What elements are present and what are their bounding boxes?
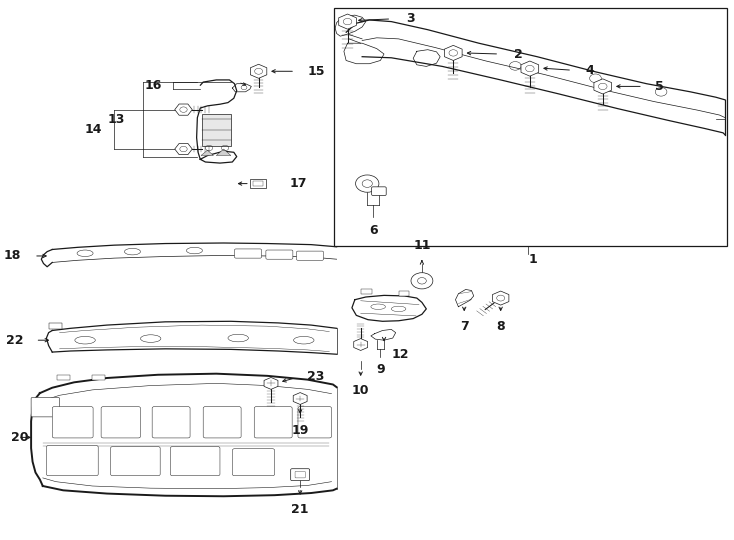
Text: 3: 3: [406, 12, 415, 25]
Bar: [335, 8, 727, 246]
Circle shape: [355, 175, 379, 192]
Polygon shape: [493, 291, 509, 305]
Text: 22: 22: [6, 334, 23, 347]
Polygon shape: [445, 45, 462, 60]
Text: 4: 4: [585, 64, 594, 77]
Text: 2: 2: [514, 48, 523, 60]
FancyBboxPatch shape: [291, 469, 310, 481]
Polygon shape: [293, 393, 307, 404]
FancyBboxPatch shape: [203, 407, 241, 438]
Polygon shape: [594, 79, 611, 94]
Text: 16: 16: [145, 79, 161, 92]
Bar: [48, 323, 62, 329]
Text: 17: 17: [289, 177, 307, 190]
FancyBboxPatch shape: [254, 407, 292, 438]
Bar: [202, 114, 231, 146]
Polygon shape: [264, 377, 278, 389]
Bar: [399, 291, 409, 296]
Text: 18: 18: [4, 249, 21, 262]
FancyBboxPatch shape: [46, 446, 98, 476]
FancyBboxPatch shape: [233, 449, 275, 476]
FancyBboxPatch shape: [298, 407, 332, 438]
Bar: [253, 181, 263, 186]
Text: 15: 15: [308, 65, 325, 78]
Text: 6: 6: [368, 224, 377, 237]
Bar: [361, 289, 371, 294]
Text: 11: 11: [413, 239, 431, 252]
Text: 19: 19: [291, 424, 309, 437]
FancyBboxPatch shape: [371, 187, 386, 195]
FancyBboxPatch shape: [170, 447, 220, 476]
Polygon shape: [201, 150, 214, 156]
FancyBboxPatch shape: [101, 407, 140, 438]
Text: 21: 21: [291, 503, 309, 516]
Text: 1: 1: [528, 253, 537, 266]
Bar: [92, 375, 106, 380]
Polygon shape: [354, 339, 368, 350]
FancyBboxPatch shape: [235, 249, 261, 258]
Text: 20: 20: [11, 431, 28, 444]
FancyBboxPatch shape: [297, 251, 324, 260]
Text: 8: 8: [496, 320, 505, 333]
Polygon shape: [338, 14, 357, 29]
FancyBboxPatch shape: [31, 397, 59, 417]
Text: 7: 7: [459, 320, 468, 333]
Text: 12: 12: [391, 348, 409, 361]
FancyBboxPatch shape: [111, 447, 160, 476]
Polygon shape: [521, 61, 539, 76]
Circle shape: [411, 273, 433, 289]
Bar: [57, 375, 70, 380]
Text: 9: 9: [376, 363, 385, 376]
Bar: [250, 179, 266, 188]
Polygon shape: [217, 149, 231, 156]
Polygon shape: [250, 64, 267, 78]
Text: 23: 23: [307, 370, 324, 383]
Text: 5: 5: [655, 80, 664, 93]
Text: 13: 13: [108, 113, 126, 126]
Text: 14: 14: [84, 123, 102, 136]
Text: 10: 10: [352, 384, 369, 397]
Polygon shape: [175, 144, 192, 154]
Polygon shape: [175, 104, 192, 115]
FancyBboxPatch shape: [266, 250, 293, 259]
FancyBboxPatch shape: [152, 407, 190, 438]
FancyBboxPatch shape: [52, 407, 93, 438]
